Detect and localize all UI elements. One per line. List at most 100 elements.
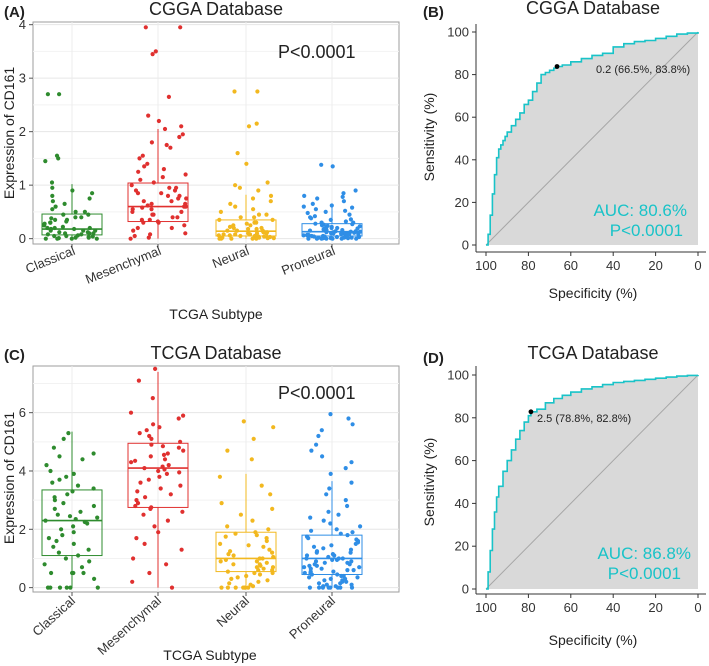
x-tick-label-neural: Neural: [214, 593, 253, 630]
data-point: [346, 416, 351, 421]
data-point: [182, 223, 187, 228]
data-point: [348, 550, 353, 555]
data-point: [45, 232, 51, 237]
panel-label-d: (D): [423, 350, 444, 367]
data-point: [142, 164, 147, 169]
data-point: [246, 585, 251, 590]
data-point: [231, 562, 236, 567]
data-point: [52, 498, 58, 503]
data-point: [164, 562, 169, 567]
data-point: [254, 220, 259, 225]
data-point: [92, 576, 97, 582]
data-point: [329, 231, 334, 236]
data-point: [264, 560, 269, 565]
data-point: [132, 233, 137, 239]
data-point: [175, 215, 180, 220]
data-point: [76, 553, 81, 558]
data-point: [135, 191, 141, 196]
y-tick-label: 20: [455, 195, 469, 210]
data-point: [50, 480, 55, 485]
data-point: [254, 236, 259, 241]
data-point: [79, 565, 85, 570]
data-point: [55, 512, 60, 517]
data-point: [48, 220, 53, 225]
data-point: [329, 225, 334, 231]
panel-b-y-axis-label: Sensitivity (%): [421, 93, 437, 182]
data-point: [165, 451, 170, 456]
data-point: [52, 233, 57, 239]
data-point: [181, 448, 186, 453]
data-point: [71, 541, 76, 547]
panel-a-plot-area: [32, 21, 400, 245]
data-point: [129, 460, 134, 465]
data-point: [63, 556, 68, 561]
data-point: [358, 524, 363, 529]
data-point: [51, 544, 56, 549]
data-point: [149, 140, 154, 145]
data-point: [319, 566, 324, 571]
data-point: [141, 199, 146, 204]
data-point: [166, 94, 171, 99]
data-point: [343, 208, 348, 213]
panel-d-auc: AUC: 86.8%: [597, 544, 691, 563]
roc-curve-line: [486, 374, 699, 590]
data-point: [86, 235, 91, 240]
data-point: [349, 585, 355, 590]
data-point: [322, 578, 327, 583]
data-point: [265, 236, 270, 241]
data-point: [350, 422, 355, 427]
x-tick-label-mesenchymal: Mesenchymal: [83, 243, 163, 287]
data-point: [350, 530, 355, 535]
data-point: [331, 569, 336, 574]
data-point: [162, 467, 167, 472]
data-point: [309, 448, 314, 453]
panel-b-roc: [485, 31, 699, 246]
panel-c-title: TCGA Database: [150, 343, 281, 363]
data-point: [238, 512, 243, 517]
data-point: [335, 225, 340, 231]
panel-label-c: (C): [4, 347, 25, 364]
data-point: [232, 89, 237, 94]
data-point: [256, 579, 261, 584]
data-point: [225, 448, 230, 453]
data-point: [60, 224, 65, 229]
data-point: [85, 521, 90, 526]
data-point: [353, 188, 358, 193]
data-point: [264, 231, 269, 236]
data-point: [347, 212, 352, 217]
data-point: [233, 585, 238, 590]
data-point: [142, 466, 147, 471]
data-point: [129, 183, 134, 188]
cutoff-point: [528, 409, 534, 415]
data-point: [227, 224, 233, 229]
data-point: [238, 215, 243, 220]
data-point: [227, 233, 232, 238]
data-point: [156, 468, 161, 474]
data-point: [176, 196, 181, 201]
data-point: [246, 226, 251, 232]
data-point: [49, 570, 54, 576]
data-point: [345, 533, 350, 538]
data-point: [67, 514, 73, 519]
data-point: [350, 205, 355, 210]
data-point: [144, 428, 149, 433]
data-point: [313, 221, 318, 226]
data-point: [307, 585, 312, 590]
data-point: [307, 575, 312, 580]
data-point: [146, 235, 151, 240]
data-point: [180, 132, 185, 137]
data-point: [219, 501, 224, 506]
data-point: [266, 527, 271, 532]
x-tick-label: 80: [521, 258, 535, 273]
data-point: [51, 445, 57, 450]
data-point: [172, 188, 178, 193]
data-point: [302, 193, 307, 198]
data-point: [80, 457, 85, 462]
data-point: [228, 201, 233, 206]
data-point: [328, 217, 333, 222]
data-point: [227, 581, 232, 586]
data-point: [314, 563, 319, 568]
data-point: [324, 230, 329, 235]
y-tick-label: 80: [455, 67, 469, 82]
data-point: [149, 207, 154, 212]
